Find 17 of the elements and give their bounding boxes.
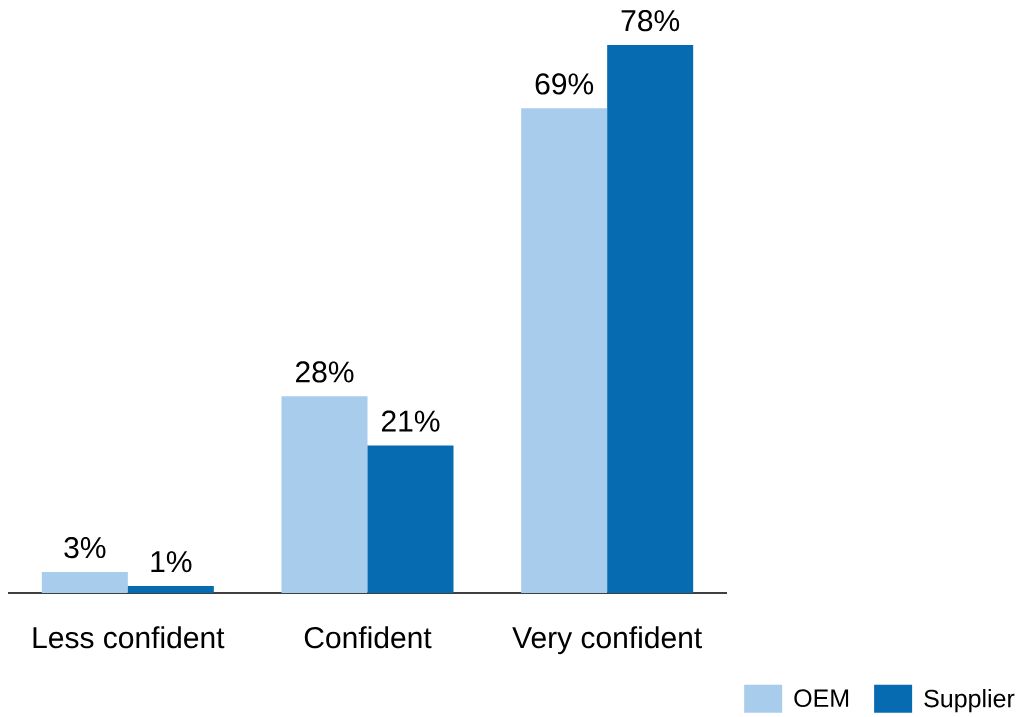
x-tick-label: Confident bbox=[304, 626, 432, 649]
data-label: 28% bbox=[296, 361, 354, 383]
data-label: 3% bbox=[64, 536, 106, 559]
x-tick-label: Less confident bbox=[33, 626, 225, 649]
x-tick-label: Very confident bbox=[512, 626, 702, 655]
legend-label: Supplier bbox=[924, 689, 1015, 713]
bar bbox=[521, 108, 608, 593]
data-label: 69% bbox=[535, 73, 594, 95]
data-label: 78% bbox=[621, 10, 680, 32]
bar bbox=[127, 585, 214, 593]
bar bbox=[281, 396, 368, 593]
bar bbox=[41, 571, 128, 593]
bar bbox=[367, 445, 454, 593]
data-label: 1% bbox=[151, 551, 192, 573]
bar bbox=[607, 44, 694, 593]
legend-label: OEM bbox=[794, 689, 849, 708]
data-label: 21% bbox=[382, 410, 440, 432]
